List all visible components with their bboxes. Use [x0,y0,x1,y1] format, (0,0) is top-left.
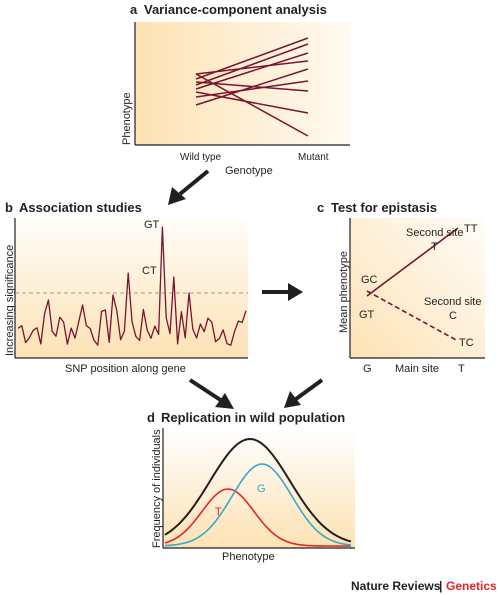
panel-c-ylabel: Mean phenotype [338,251,350,333]
panel-c-tick-t: T [458,363,465,375]
snp-significance-trace [17,226,247,346]
panel-d: d Replication in wild population Frequen… [147,410,355,563]
peak-label-gt: GT [144,219,160,231]
arrow-b-to-d [188,378,234,409]
panel-a-ylabel: Phenotype [121,92,133,145]
panel-a: a Variance-component analysis Phenotype … [121,2,350,177]
curve-label-g: G [257,483,266,495]
credit-section: Genetics [446,579,497,593]
panel-a-reaction-norms [195,37,309,137]
curve-label-t: T [215,506,222,518]
panel-c-title: Test for epistasis [331,200,437,215]
panel-c-letter: c [317,200,324,215]
panel-d-background [163,428,355,548]
arrow-a-to-b [168,169,210,205]
panel-a-background [135,22,350,145]
arrow-b-to-c [262,283,303,301]
label-tt: TT [464,223,478,235]
second-site-c-label-line2: C [449,310,457,322]
second-site-c-label-line1: Second site [424,296,481,308]
second-site-t-label-line1: Second site [406,227,463,239]
panel-a-xlabel: Genotype [225,165,273,177]
journal-credit: Nature Reviews | Genetics [351,579,497,593]
peak-label-ct: CT [142,265,157,277]
panel-b: b Association studies Increasing signifi… [4,200,248,375]
panel-a-letter: a [130,2,138,17]
reaction-norm-line [195,43,309,86]
arrow-c-to-d [284,378,324,408]
panel-d-ylabel: Frequency of individuals [151,429,163,548]
reaction-norm-line [195,91,309,114]
t-allele-distribution-curve [164,488,351,547]
second-site-t-label-line2: T [431,241,438,253]
credit-journal: Nature Reviews [351,579,441,593]
reaction-norm-line [195,73,309,137]
panel-b-xlabel: SNP position along gene [65,363,186,375]
reaction-norm-line [195,80,309,98]
label-tc: TC [459,337,474,349]
reaction-norm-line [195,60,309,75]
panel-d-letter: d [147,410,155,425]
label-gc: GC [361,274,378,286]
panel-d-title: Replication in wild population [161,410,345,425]
second-site-t-line [366,227,459,297]
panel-c-xlabel: Main site [395,363,439,375]
panel-a-title: Variance-component analysis [144,2,327,17]
panel-b-letter: b [5,200,13,215]
label-gt: GT [359,309,375,321]
total-distribution-curve [164,437,352,543]
panel-b-title: Association studies [19,200,142,215]
panel-c-background [350,218,485,358]
panel-a-tick-mutant: Mutant [298,152,329,163]
panel-c-tick-g: G [363,363,372,375]
second-site-c-line [366,290,459,342]
panel-d-xlabel: Phenotype [222,551,275,563]
credit-separator: | [439,579,442,593]
panel-b-background [15,218,248,358]
panel-b-ylabel: Increasing significance [4,245,16,356]
panel-a-tick-wild-type: Wild type [180,152,222,163]
g-allele-distribution-curve [164,463,352,547]
panel-c: c Test for epistasis Mean phenotype G Ma… [317,200,485,375]
